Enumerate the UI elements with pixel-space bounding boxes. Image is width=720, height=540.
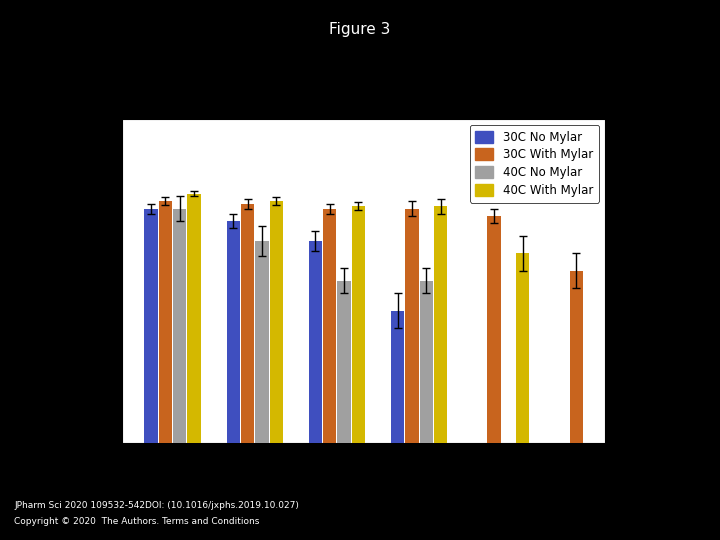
Bar bbox=[516, 253, 529, 540]
Bar bbox=[570, 271, 583, 540]
Bar bbox=[405, 208, 418, 540]
Bar bbox=[309, 241, 322, 540]
Bar bbox=[323, 208, 336, 540]
Bar bbox=[173, 208, 186, 540]
Bar bbox=[391, 310, 404, 540]
Bar bbox=[241, 204, 254, 540]
Bar bbox=[420, 281, 433, 540]
Text: JPharm Sci 2020 109532-542DOI: (10.1016/jxphs.2019.10.027): JPharm Sci 2020 109532-542DOI: (10.1016/… bbox=[14, 501, 300, 510]
Bar bbox=[270, 201, 283, 540]
X-axis label: Time (Weeks): Time (Weeks) bbox=[312, 476, 415, 490]
Bar bbox=[144, 208, 158, 540]
Bar bbox=[187, 193, 201, 540]
Bar bbox=[158, 201, 172, 540]
Legend: 30C No Mylar, 30C With Mylar, 40C No Mylar, 40C With Mylar: 30C No Mylar, 30C With Mylar, 40C No Myl… bbox=[469, 125, 599, 203]
Bar bbox=[227, 221, 240, 540]
Bar bbox=[256, 241, 269, 540]
Bar bbox=[352, 206, 365, 540]
Y-axis label: Percent Volume Remaining (%): Percent Volume Remaining (%) bbox=[63, 173, 77, 388]
Bar bbox=[434, 206, 447, 540]
Text: Copyright © 2020  The Authors. Terms and Conditions: Copyright © 2020 The Authors. Terms and … bbox=[14, 517, 260, 526]
Bar bbox=[487, 216, 500, 540]
Bar bbox=[338, 281, 351, 540]
Text: Figure 3: Figure 3 bbox=[329, 22, 391, 37]
